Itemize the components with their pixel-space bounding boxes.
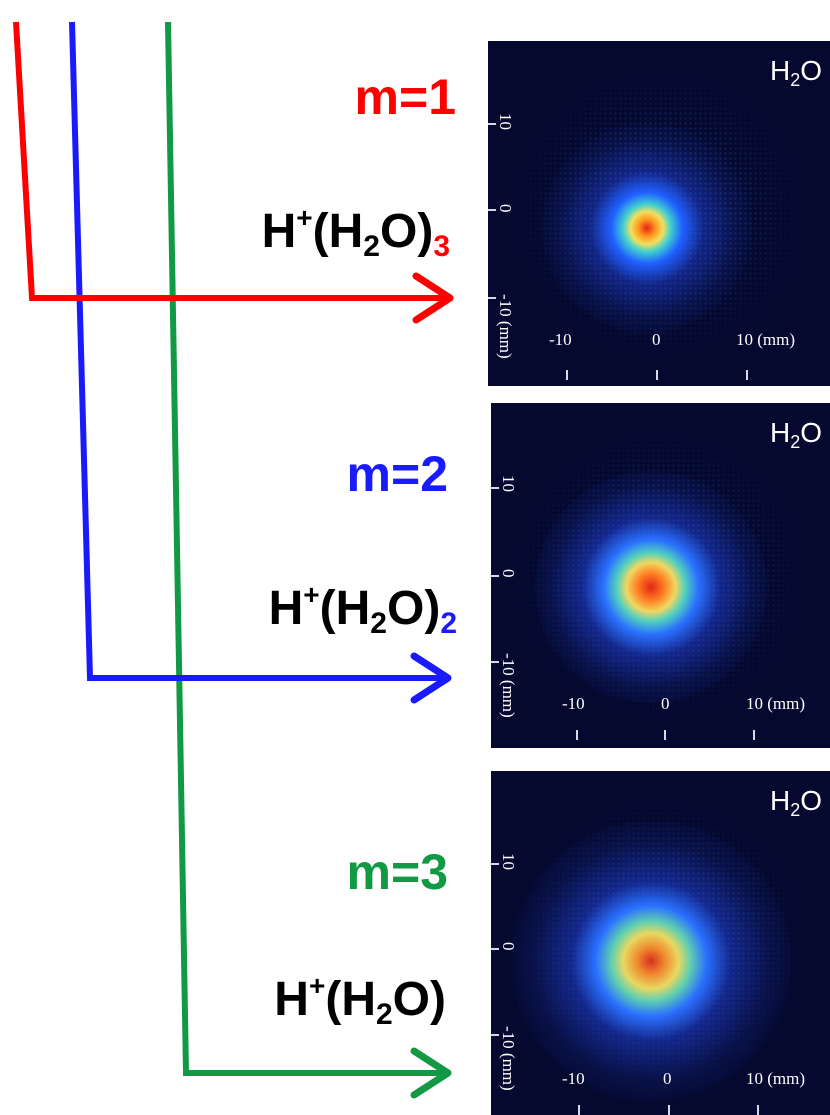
y-tick-0: 0 [496,204,515,213]
y-tick-minus10: -10 (mm) [499,1026,518,1091]
y-tick-mark [491,487,499,489]
y-tick-mark [488,209,496,211]
m3-connector-line [165,21,452,1099]
y-tick-mark [488,297,496,299]
y-tick-mark [488,123,496,125]
image-panel-m1: H2O 10 0 -10 (mm) -10 0 10 (mm) [488,41,830,386]
y-tick-0: 0 [499,942,518,951]
m2-formula: H+(H2O)2 [268,579,457,640]
x-tick-mark [757,1105,759,1115]
x-tick-mark [668,1105,670,1115]
x-tick-mark [566,370,568,380]
x-tick-minus10: -10 [562,694,585,713]
y-tick-10: 10 [499,475,518,492]
y-tick-mark [491,863,499,865]
m1-connector-line [13,21,454,324]
x-tick-mark [578,1105,580,1115]
ion-image-spot [535,471,767,703]
x-tick-mark [664,730,666,740]
x-tick-mark [656,370,658,380]
x-tick-10: 10 (mm) [736,330,796,349]
m3-formula: H+(H2O) [274,970,446,1031]
y-tick-mark [491,948,499,950]
x-tick-minus10: -10 [549,330,572,349]
ion-image-spot [511,821,791,1101]
m3-label: m=3 [346,844,448,900]
y-tick-minus10: -10 (mm) [496,294,515,359]
y-tick-mark [491,575,499,577]
m1-formula: H+(H2O)3 [261,202,450,263]
m2-label: m=2 [346,446,448,502]
x-tick-minus10: -10 [562,1069,585,1088]
ion-image-spot [542,123,752,333]
image-title: H2O [769,55,822,90]
x-tick-mark [746,370,748,380]
x-tick-mark [576,730,578,740]
m1-label: m=1 [354,69,456,125]
image-title: H2O [769,785,822,820]
y-tick-10: 10 [496,113,515,130]
x-tick-0: 0 [663,1069,672,1088]
x-tick-0: 0 [652,330,661,349]
x-tick-10: 10 (mm) [746,1069,806,1088]
image-title: H2O [769,417,822,452]
image-panel-m3: H2O 10 0 -10 (mm) -10 0 10 (mm) [491,771,830,1115]
x-tick-mark [753,730,755,740]
y-tick-mark [491,661,499,663]
y-tick-mark [491,1034,499,1036]
x-tick-10: 10 (mm) [746,694,806,713]
y-tick-10: 10 [499,853,518,870]
x-tick-0: 0 [661,694,670,713]
y-tick-minus10: -10 (mm) [499,653,518,718]
m2-connector-line [69,21,452,704]
image-panel-m2: H2O 10 0 -10 (mm) -10 0 10 (mm) [491,403,830,748]
y-tick-0: 0 [499,569,518,578]
